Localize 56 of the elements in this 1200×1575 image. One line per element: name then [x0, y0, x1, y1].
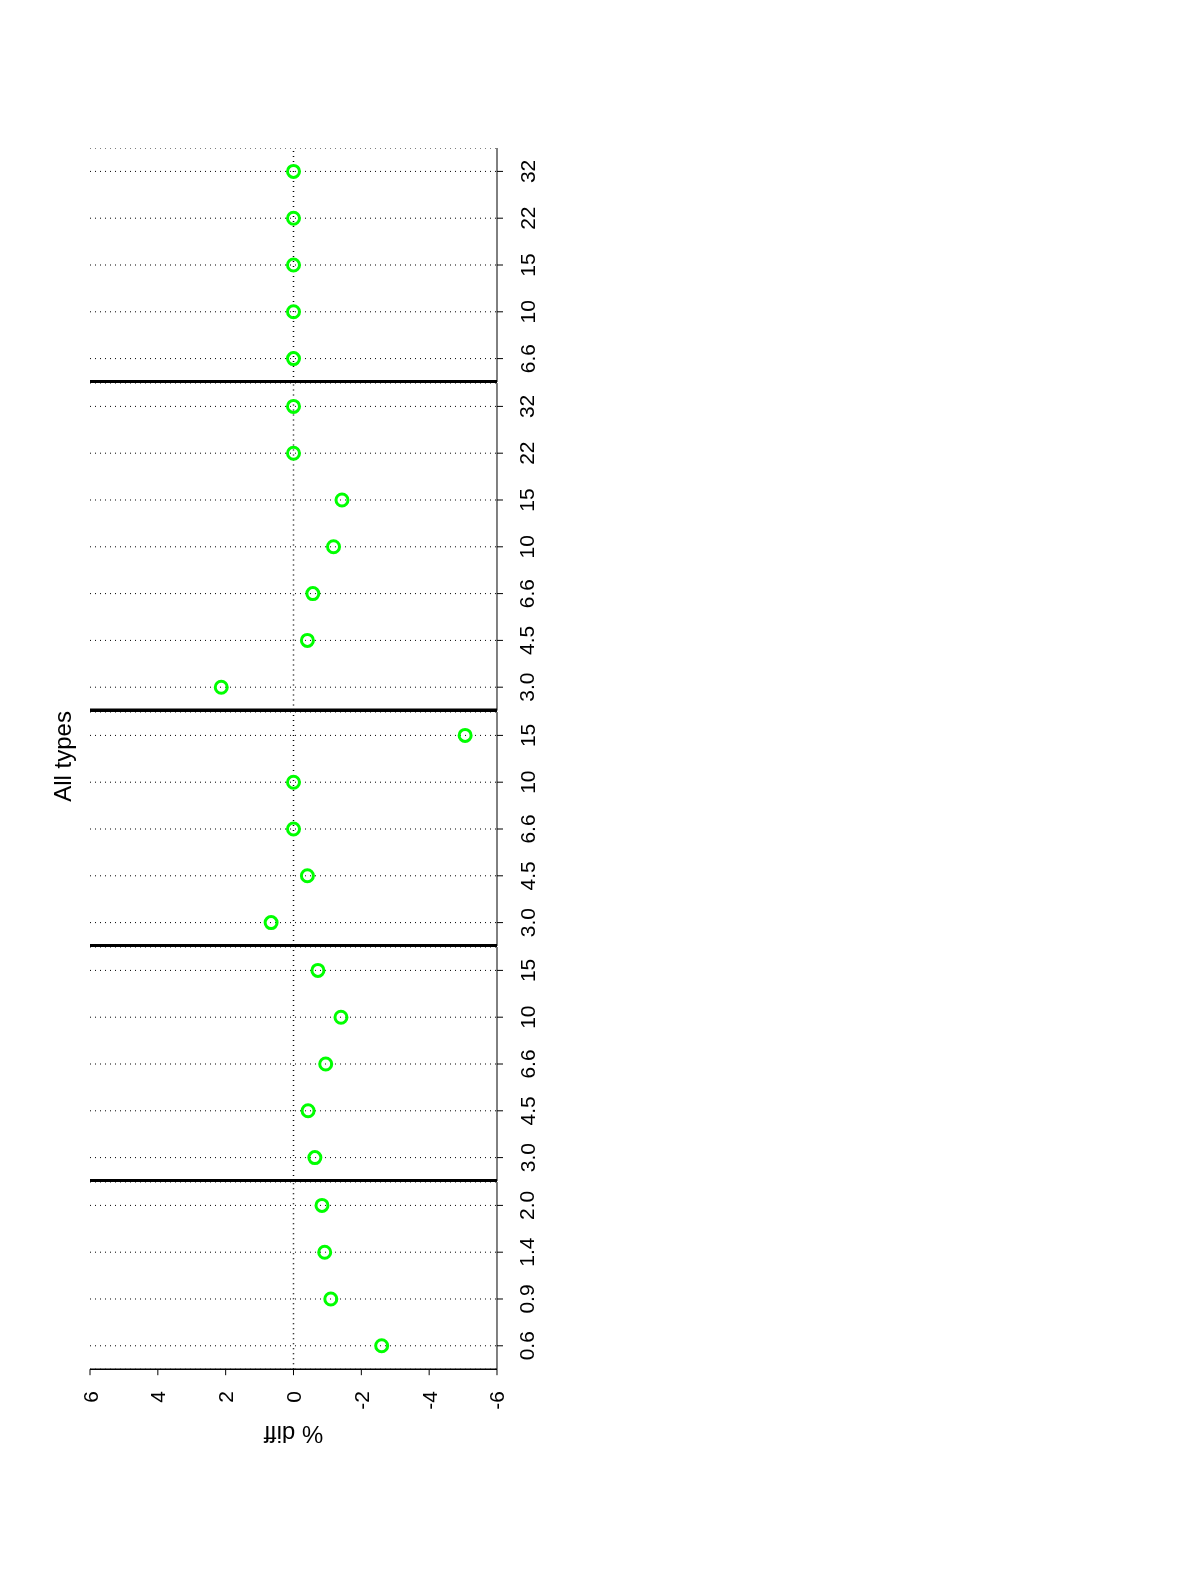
- y-tick-label: 15: [515, 723, 539, 747]
- y-tick-label: 2.0: [515, 1190, 539, 1220]
- y-tick-label: 3.0: [515, 907, 539, 937]
- y-tick-label: 4.5: [515, 860, 539, 890]
- point: [300, 1102, 316, 1118]
- y-tick-label: 4.5: [515, 625, 539, 655]
- y-tick-label: 15: [515, 253, 539, 277]
- y-tick-label: 3.0: [515, 672, 539, 702]
- point: [299, 867, 315, 883]
- y-tick-label: 10: [515, 770, 539, 794]
- y-tick-label: 0.6: [515, 1330, 539, 1360]
- point: [317, 1244, 333, 1260]
- point: [457, 727, 473, 743]
- y-tick-label: 0.9: [515, 1284, 539, 1314]
- point: [307, 1149, 323, 1165]
- point: [286, 445, 301, 461]
- point: [286, 821, 301, 837]
- point: [314, 1197, 330, 1213]
- point: [263, 914, 279, 930]
- y-tick-label: 15: [515, 958, 539, 982]
- y-tick-label: 1.4: [515, 1236, 539, 1267]
- point: [286, 774, 301, 790]
- x-tick-label: -6: [485, 1390, 509, 1410]
- x-axis-title: % diff: [263, 1420, 324, 1448]
- point: [299, 632, 315, 648]
- point: [374, 1337, 390, 1353]
- point: [323, 1291, 339, 1307]
- x-tick-label: -4: [417, 1390, 441, 1410]
- y-tick-label: 15: [515, 488, 539, 512]
- point: [286, 398, 301, 414]
- y-tick-label: 10: [515, 1005, 539, 1029]
- y-tick-label: 6.6: [515, 579, 539, 609]
- point: [334, 492, 350, 508]
- y-tick-label: 6.6: [515, 813, 539, 844]
- point: [310, 962, 326, 978]
- y-tick-label: 10: [515, 535, 539, 559]
- x-tick-label: 4: [146, 1390, 170, 1403]
- x-tick-label: 6: [78, 1390, 102, 1403]
- x-tick-label: 2: [214, 1390, 238, 1403]
- y-tick-label: 22: [515, 206, 539, 230]
- point: [326, 539, 342, 555]
- point: [213, 679, 229, 695]
- y-tick-label: 32: [515, 394, 539, 419]
- x-tick-label: -2: [349, 1390, 373, 1410]
- y-tick-label: 3.0: [515, 1142, 539, 1172]
- y-tick-label: 32: [515, 159, 539, 184]
- y-tick-label: 10: [515, 300, 539, 324]
- point: [318, 1056, 334, 1072]
- point: [333, 1009, 349, 1025]
- text: All types: [49, 711, 77, 802]
- y-tick-label: 6.6: [515, 344, 539, 374]
- point: [305, 586, 321, 602]
- y-tick-label: 6.6: [515, 1048, 539, 1079]
- x-tick-label: 0: [282, 1390, 305, 1403]
- y-tick-label: 4.5: [515, 1095, 539, 1125]
- y-tick-label: 22: [515, 441, 539, 465]
